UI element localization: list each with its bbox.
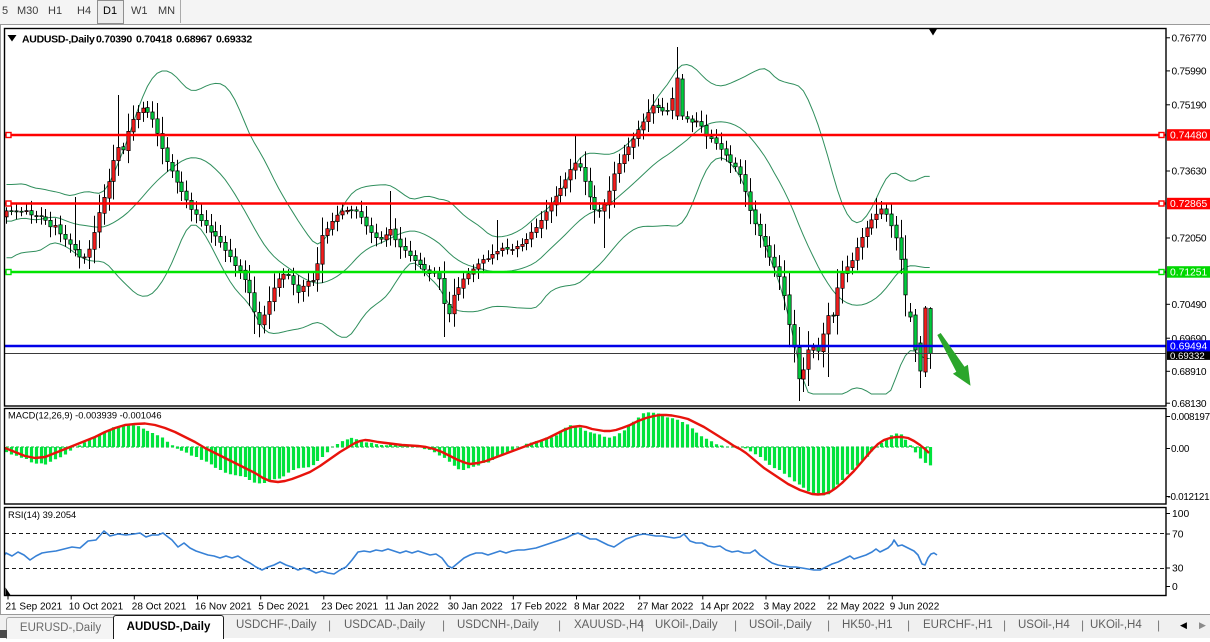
svg-text:21 Sep 2021: 21 Sep 2021 — [6, 602, 63, 613]
svg-text:22 May 2022: 22 May 2022 — [827, 602, 885, 613]
svg-text:8 Mar 2022: 8 Mar 2022 — [574, 602, 625, 613]
svg-text:0.76770: 0.76770 — [1172, 33, 1207, 44]
svg-text:-0.012121: -0.012121 — [1168, 492, 1210, 503]
svg-text:0.72865: 0.72865 — [1170, 199, 1207, 210]
svg-text:30 Jan 2022: 30 Jan 2022 — [448, 602, 503, 613]
svg-text:5 Dec 2021: 5 Dec 2021 — [258, 602, 310, 613]
svg-text:11 Jan 2022: 11 Jan 2022 — [385, 602, 440, 613]
svg-text:0.69332: 0.69332 — [216, 34, 252, 46]
svg-text:3 May 2022: 3 May 2022 — [764, 602, 817, 613]
svg-text:0.00: 0.00 — [1171, 444, 1190, 455]
svg-text:RSI(14) 39.2054: RSI(14) 39.2054 — [8, 510, 76, 520]
svg-text:0.69332: 0.69332 — [1170, 351, 1205, 362]
svg-text:30: 30 — [1172, 564, 1184, 575]
svg-text:9 Jun 2022: 9 Jun 2022 — [890, 602, 940, 613]
svg-text:0.008197: 0.008197 — [1171, 412, 1210, 423]
svg-text:0.75990: 0.75990 — [1172, 67, 1207, 78]
svg-text:0.68910: 0.68910 — [1172, 367, 1207, 378]
svg-text:AUDUSD-,Daily: AUDUSD-,Daily — [22, 34, 95, 46]
svg-text:23 Dec 2021: 23 Dec 2021 — [321, 602, 378, 613]
svg-text:70: 70 — [1172, 530, 1184, 541]
svg-text:17 Feb 2022: 17 Feb 2022 — [511, 602, 568, 613]
svg-text:0.73630: 0.73630 — [1172, 167, 1207, 178]
svg-text:0.68967: 0.68967 — [176, 34, 212, 46]
svg-text:14 Apr 2022: 14 Apr 2022 — [700, 602, 754, 613]
svg-text:0.72050: 0.72050 — [1172, 234, 1207, 245]
svg-text:16 Nov 2021: 16 Nov 2021 — [195, 602, 252, 613]
svg-text:0.68130: 0.68130 — [1172, 399, 1207, 410]
svg-text:0: 0 — [1172, 582, 1178, 593]
svg-text:0.70390: 0.70390 — [96, 34, 132, 46]
svg-text:MACD(12,26,9) -0.003939 -0.001: MACD(12,26,9) -0.003939 -0.001046 — [8, 411, 162, 421]
svg-text:10 Oct 2021: 10 Oct 2021 — [69, 602, 124, 613]
svg-text:0.74480: 0.74480 — [1170, 131, 1207, 142]
svg-text:0.70418: 0.70418 — [136, 34, 172, 46]
svg-text:0.75190: 0.75190 — [1172, 100, 1207, 111]
svg-text:27 Mar 2022: 27 Mar 2022 — [637, 602, 694, 613]
svg-text:28 Oct 2021: 28 Oct 2021 — [132, 602, 187, 613]
svg-text:100: 100 — [1172, 509, 1189, 520]
svg-text:0.70490: 0.70490 — [1172, 300, 1207, 311]
svg-text:0.71251: 0.71251 — [1170, 268, 1207, 279]
